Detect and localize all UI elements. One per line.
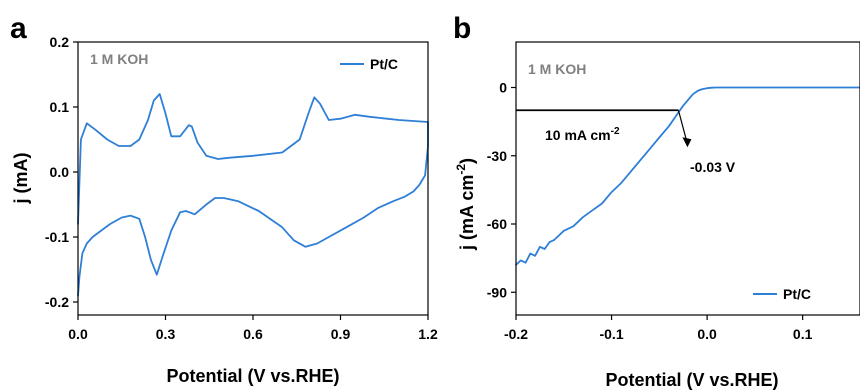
panel-a-ticks: 0.0 0.3 0.6 0.9 1.2 -0.2 -0.1 0.0 0.1 0.2	[45, 34, 438, 342]
panel-b-y-axis-label-end: )	[457, 158, 477, 164]
panel-letter-b: b	[453, 12, 471, 45]
panel-b-y-tick-label: -30	[487, 148, 507, 164]
panel-a-x-tick-label: 0.0	[68, 326, 88, 342]
panel-a-y-axis-label: j (mA)	[11, 153, 31, 205]
panel-b-y-tick-label: -90	[487, 284, 507, 300]
panel-b-legend: Pt/C	[753, 286, 811, 302]
panel-b-arrow-shaft	[677, 110, 688, 141]
panel-b-x-tick-label: -0.1	[599, 326, 623, 342]
panel-a-legend-label: Pt/C	[370, 56, 398, 72]
panel-b-x-tick-label: 0.1	[793, 326, 813, 342]
panel-a-y-tick-label: 0.1	[50, 99, 70, 115]
panel-a: a 0.0 0.3 0.6 0.9 1.2 -0.2 -0.1 0.0 0.1 0.2 1 M K…	[10, 12, 438, 386]
panel-b-reference-label-main: 10 mA cm	[545, 127, 611, 143]
panel-b-arrow-head-icon	[682, 137, 692, 148]
panel-b-plot-frame	[515, 41, 860, 316]
panel-a-plot-frame	[77, 41, 429, 316]
panel-a-y-tick-label: -0.2	[45, 294, 69, 310]
panel-b-y-tick-label: 0	[499, 80, 507, 96]
panel-b-arrow	[677, 110, 692, 148]
panel-a-cv-curve	[77, 93, 429, 297]
panel-a-x-tick-label: 1.2	[418, 326, 438, 342]
panel-b-x-tick-label: 0.0	[697, 326, 717, 342]
panel-a-y-tick-label: -0.1	[45, 229, 69, 245]
panel-b: b -0.2 -0.1 0.0 0.1 -90 -60 -30 0 1 M KOH 10 mA…	[453, 12, 860, 390]
panel-b-y-tick-label: -60	[487, 216, 507, 232]
panel-b-x-axis-label: Potential (V vs.RHE)	[605, 370, 778, 390]
panel-letter-a: a	[10, 12, 27, 45]
panel-b-legend-label: Pt/C	[783, 286, 811, 302]
panel-b-ticks: -0.2 -0.1 0.0 0.1 -90 -60 -30 0	[487, 80, 813, 343]
panel-a-y-tick-label: 0.2	[50, 34, 70, 50]
panel-b-reference-label: 10 mA cm-2	[545, 126, 620, 143]
panel-a-x-tick-label: 0.3	[156, 326, 176, 342]
panel-b-x-tick-label: -0.2	[504, 326, 528, 342]
panel-a-x-tick-label: 0.9	[331, 326, 351, 342]
panel-a-x-axis-label: Potential (V vs.RHE)	[166, 366, 339, 386]
panel-b-reference-label-sup: -2	[611, 126, 620, 137]
panel-a-condition-label: 1 M KOH	[90, 51, 148, 67]
panel-b-y-axis-label-sup: -2	[454, 164, 468, 175]
panel-b-condition-label: 1 M KOH	[528, 61, 586, 77]
panel-a-legend: Pt/C	[340, 56, 398, 72]
panel-b-arrow-label: -0.03 V	[690, 159, 736, 175]
panel-a-y-tick-label: 0.0	[50, 164, 70, 180]
panel-b-lsv-curve	[515, 86, 860, 266]
panel-a-x-tick-label: 0.6	[243, 326, 263, 342]
panel-b-y-axis-label-main: j (mA cm	[457, 175, 477, 251]
panel-b-y-axis-label: j (mA cm-2)	[454, 158, 477, 251]
